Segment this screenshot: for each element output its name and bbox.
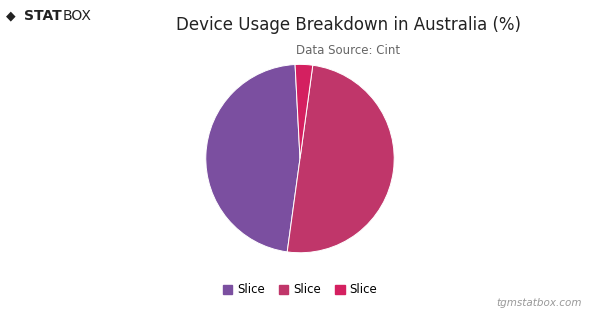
Wedge shape	[206, 64, 300, 252]
Text: Device Usage Breakdown in Australia (%): Device Usage Breakdown in Australia (%)	[176, 16, 521, 34]
Text: tgmstatbox.com: tgmstatbox.com	[497, 298, 582, 308]
Wedge shape	[295, 64, 313, 159]
Text: ◆: ◆	[6, 9, 20, 22]
Text: BOX: BOX	[62, 9, 91, 24]
Text: Data Source: Cint: Data Source: Cint	[296, 44, 400, 57]
Wedge shape	[287, 65, 394, 253]
Text: STAT: STAT	[24, 9, 62, 24]
Legend: Slice, Slice, Slice: Slice, Slice, Slice	[218, 279, 382, 301]
